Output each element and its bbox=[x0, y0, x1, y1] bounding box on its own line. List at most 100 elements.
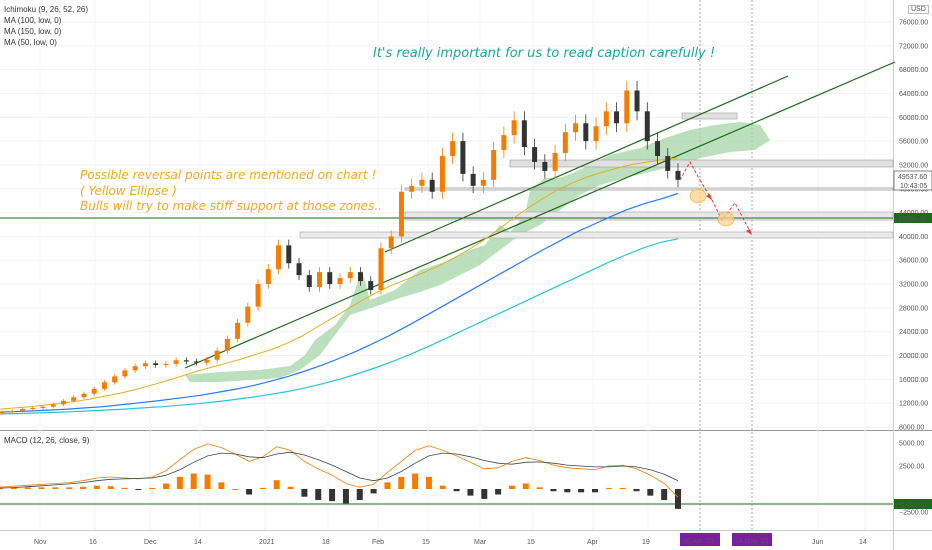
candle-body bbox=[573, 123, 579, 133]
signal-line bbox=[0, 451, 679, 489]
macd-bar bbox=[121, 487, 128, 489]
macd-bar bbox=[287, 486, 294, 489]
candle-body bbox=[337, 278, 343, 285]
annotation-line-3: Bulls will try to make stiff support at … bbox=[80, 199, 382, 213]
price-tick-label: 56000.00 bbox=[899, 139, 928, 146]
price-tag-43000-value: 43000.00 bbox=[898, 216, 927, 223]
macd-bar bbox=[384, 482, 391, 489]
macd-bar bbox=[591, 489, 598, 493]
candle-body bbox=[306, 275, 312, 288]
candle-body bbox=[153, 363, 159, 366]
macd-bar bbox=[135, 489, 142, 490]
macd-bar bbox=[342, 489, 349, 504]
time-tick-label: 16 bbox=[89, 539, 97, 546]
macd-bar bbox=[163, 483, 170, 489]
candle-body bbox=[317, 272, 323, 288]
macd-bar bbox=[550, 489, 557, 492]
indicator-legend: Ichimoku (9, 26, 52, 26) MA (100, low, 0… bbox=[4, 4, 88, 48]
time-tick-label: Mar bbox=[474, 539, 487, 546]
currency-label[interactable]: USD bbox=[908, 5, 929, 14]
candle-body bbox=[91, 388, 97, 394]
candle-body bbox=[562, 132, 568, 154]
macd-bar bbox=[439, 485, 446, 489]
macd-bar bbox=[398, 476, 405, 489]
candle-body bbox=[357, 272, 363, 282]
annotation-title: It's really important for us to read cap… bbox=[373, 46, 716, 61]
macd-bar bbox=[24, 487, 31, 489]
price-axis[interactable]: 76000.00 72000.00 68000.00 64000.00 60000.00… bbox=[899, 20, 928, 432]
macd-bar bbox=[107, 486, 114, 489]
candle-body bbox=[665, 156, 671, 171]
price-tick-label: 60000.00 bbox=[899, 115, 928, 122]
price-tick-label: 52000.00 bbox=[899, 162, 928, 169]
macd-bar bbox=[508, 485, 515, 489]
candle-body bbox=[439, 156, 445, 192]
candle-body bbox=[214, 350, 220, 360]
macd-bar bbox=[259, 487, 266, 489]
macd-tick-label: −2500.00 bbox=[899, 510, 928, 517]
arrowhead-2 bbox=[706, 194, 712, 200]
candle-body bbox=[142, 363, 148, 367]
time-tick-label: 15 bbox=[422, 539, 430, 546]
price-tick-label: 20000.00 bbox=[899, 353, 928, 360]
macd-bar bbox=[578, 489, 585, 493]
macd-bar bbox=[481, 489, 488, 499]
legend-ma50[interactable]: MA (50, low, 0) bbox=[4, 38, 57, 47]
macd-bar bbox=[453, 489, 460, 492]
macd-bar bbox=[647, 489, 654, 496]
macd-bar bbox=[301, 489, 308, 497]
time-axis[interactable]: Nov 16 Dec 14 2021 18 Feb 15 Mar 15 Apr 19 Jun 14 bbox=[34, 539, 867, 546]
macd-bar bbox=[370, 489, 377, 494]
candle-body bbox=[245, 306, 251, 323]
legend-ma100[interactable]: MA (100, low, 0) bbox=[4, 16, 62, 25]
price-tick-label: 12000.00 bbox=[899, 401, 928, 408]
annotation-line-1: Possible reversal points are mentioned o… bbox=[80, 168, 377, 182]
candle-body bbox=[398, 191, 404, 237]
macd-bar bbox=[675, 489, 681, 509]
zone-box-5 bbox=[299, 231, 894, 239]
candle-body bbox=[450, 141, 456, 157]
candle-body bbox=[204, 359, 210, 363]
legend-macd[interactable]: MACD (12, 26, close, 9) bbox=[4, 436, 90, 445]
candle-body bbox=[112, 376, 118, 383]
macd-bar bbox=[467, 489, 474, 496]
macd-bar bbox=[218, 482, 225, 489]
macd-axis[interactable]: 5000.00 2500.00 −2500.00 bbox=[899, 441, 928, 517]
price-tag-value: 49537.60 bbox=[898, 174, 927, 181]
projection-path-3 bbox=[711, 199, 753, 236]
macd-bar bbox=[190, 473, 197, 489]
ma100-line bbox=[0, 192, 679, 413]
candle-body bbox=[255, 284, 261, 307]
candle-body bbox=[30, 407, 36, 410]
price-tag-current: 49537.60 10:43:05 bbox=[893, 170, 932, 191]
price-tag-time: 10:43:05 bbox=[900, 183, 927, 190]
candle-body bbox=[388, 236, 394, 249]
price-tick-label: 36000.00 bbox=[899, 258, 928, 265]
macd-bar bbox=[273, 480, 280, 489]
macd-bar bbox=[80, 486, 87, 489]
macd-bar bbox=[246, 489, 253, 495]
legend-ma150[interactable]: MA (150, low, 0) bbox=[4, 27, 62, 36]
annotation-block: Possible reversal points are mentioned o… bbox=[80, 168, 382, 215]
annotation-line-2: ( Yellow Ellipse ) bbox=[80, 183, 177, 198]
candle-body bbox=[235, 322, 241, 339]
candle-body bbox=[122, 370, 128, 377]
candle-body bbox=[276, 245, 282, 270]
candle-body bbox=[286, 245, 292, 264]
time-tick-label: 2021 bbox=[259, 539, 275, 546]
candles bbox=[0, 80, 681, 415]
macd-tag: −1450.00 bbox=[894, 499, 932, 509]
zone-box-2 bbox=[509, 159, 894, 168]
price-tick-label: 64000.00 bbox=[899, 91, 928, 98]
candle-body bbox=[501, 135, 507, 151]
macd-bar bbox=[425, 476, 432, 489]
zone-box-1 bbox=[681, 112, 738, 120]
legend-ichimoku[interactable]: Ichimoku (9, 26, 52, 26) bbox=[4, 5, 89, 14]
time-tick-label: Nov bbox=[34, 539, 47, 546]
date-tag-may14: 14 May '21 bbox=[732, 533, 772, 546]
candle-body bbox=[327, 272, 333, 285]
ichimoku-cloud bbox=[185, 122, 770, 382]
candle-body bbox=[40, 406, 46, 408]
grid bbox=[0, 0, 893, 530]
